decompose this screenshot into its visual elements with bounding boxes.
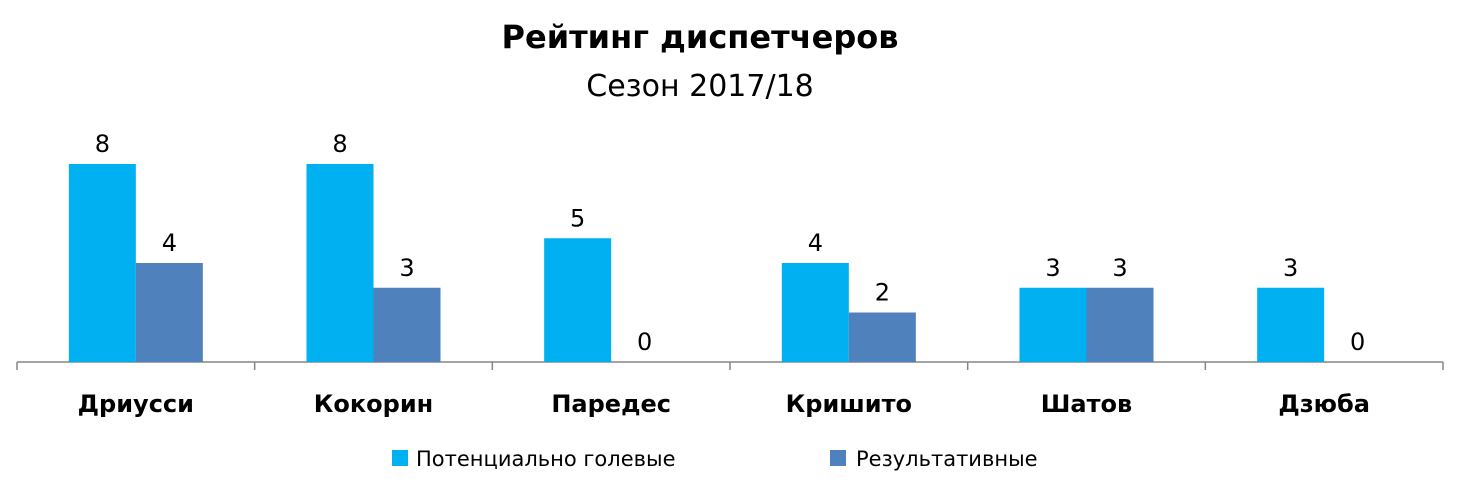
data-label: 0 — [637, 328, 652, 356]
data-label: 8 — [95, 130, 110, 158]
data-label: 0 — [1350, 328, 1365, 356]
legend-swatch — [392, 450, 408, 466]
chart-subtitle: Сезон 2017/18 — [586, 69, 814, 104]
bar — [135, 263, 203, 362]
data-label: 5 — [570, 204, 585, 232]
plot-area: 8 4 Дриусси 8 3 Кокорин 5 0 Паредес 4 2 Кришито 3 3 Ша… — [16, 130, 1444, 418]
category-label: Шатов — [1041, 390, 1132, 418]
data-label: 3 — [1045, 254, 1060, 282]
data-label: 2 — [875, 279, 890, 307]
category-label: Кришито — [786, 390, 912, 418]
bar — [1257, 287, 1325, 362]
category-label: Кокорин — [314, 390, 433, 418]
bar — [373, 287, 441, 362]
bar — [1086, 287, 1154, 362]
bar — [544, 238, 612, 362]
legend-swatch — [830, 450, 846, 466]
data-label: 3 — [399, 254, 414, 282]
legend-label: Потенциально голевые — [416, 447, 676, 471]
data-label: 4 — [162, 229, 177, 257]
data-label: 8 — [332, 130, 347, 158]
data-label: 3 — [1283, 254, 1298, 282]
bar — [848, 312, 916, 362]
data-label: 4 — [808, 229, 823, 257]
bar — [306, 164, 374, 362]
category-label: Дриусси — [78, 390, 194, 418]
chart-title: Рейтинг диспетчеров — [502, 18, 899, 56]
data-label: 3 — [1112, 254, 1127, 282]
legend-label: Результативные — [856, 447, 1038, 471]
bar — [781, 263, 849, 362]
bar — [68, 164, 136, 362]
bar — [1019, 287, 1087, 362]
category-label: Паредес — [551, 390, 671, 418]
category-label: Дзюба — [1278, 390, 1370, 418]
legend: Потенциально голевые Результативные — [392, 447, 1038, 471]
